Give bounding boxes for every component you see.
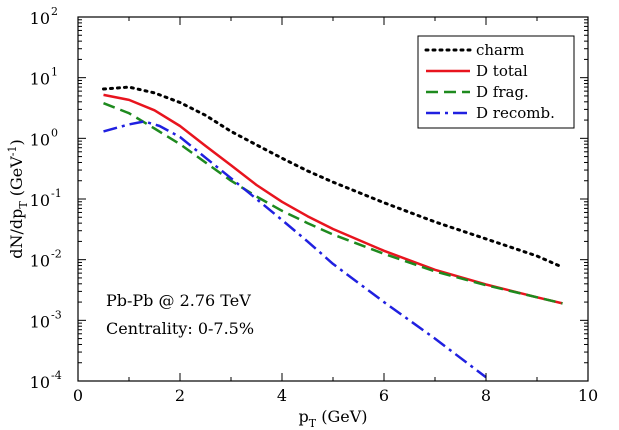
legend-box [417,35,575,129]
legend-label: D recomb. [476,104,555,122]
x-axis-title: pT (GeV) [299,407,368,430]
x-tick-labels: 0 2 4 6 8 10 [73,386,598,405]
axis-ticks [77,16,589,382]
x-tick-label: 0 [73,386,83,405]
y-axis-title: dN/dpT (GeV-1) [6,139,30,259]
annotation-centrality: Centrality: 0-7.5% [106,319,254,338]
y-tick-exponent: -4 [51,369,62,382]
y-tick-exponent: 1 [51,66,58,79]
plot-lines [102,85,564,379]
legend-label: D total [476,62,528,80]
series-line-d-frag [103,102,563,305]
y-tick-label: 10 [30,9,50,28]
y-tick-label: 10 [30,130,50,149]
series-line-d-total [103,93,563,305]
y-tick-label: 10 [30,252,50,271]
y-tick-label: 10 [30,373,50,392]
y-tick-exponent: 0 [51,126,58,139]
x-tick-label: 6 [379,386,389,405]
x-tick-label: 2 [175,386,185,405]
y-tick-label: 10 [30,70,50,89]
legend-label: D frag. [476,83,529,101]
legend: charm D total D frag. D recomb. [417,35,575,129]
x-tick-label: 8 [481,386,491,405]
y-tick-exponent: -3 [51,308,62,321]
y-tick-exponent: -2 [51,248,62,261]
legend-label: charm [476,41,524,59]
series-line-charm [102,85,564,269]
y-tick-label: 10 [30,312,50,331]
y-tick-label: 10 [30,191,50,210]
y-tick-exponent: 2 [51,5,58,18]
series-line-d-recomb [103,120,487,379]
y-tick-exponent: -1 [51,187,62,200]
x-tick-label: 10 [578,386,598,405]
x-tick-label: 4 [277,386,287,405]
annotation-collision-system: Pb-Pb @ 2.76 TeV [106,291,251,310]
